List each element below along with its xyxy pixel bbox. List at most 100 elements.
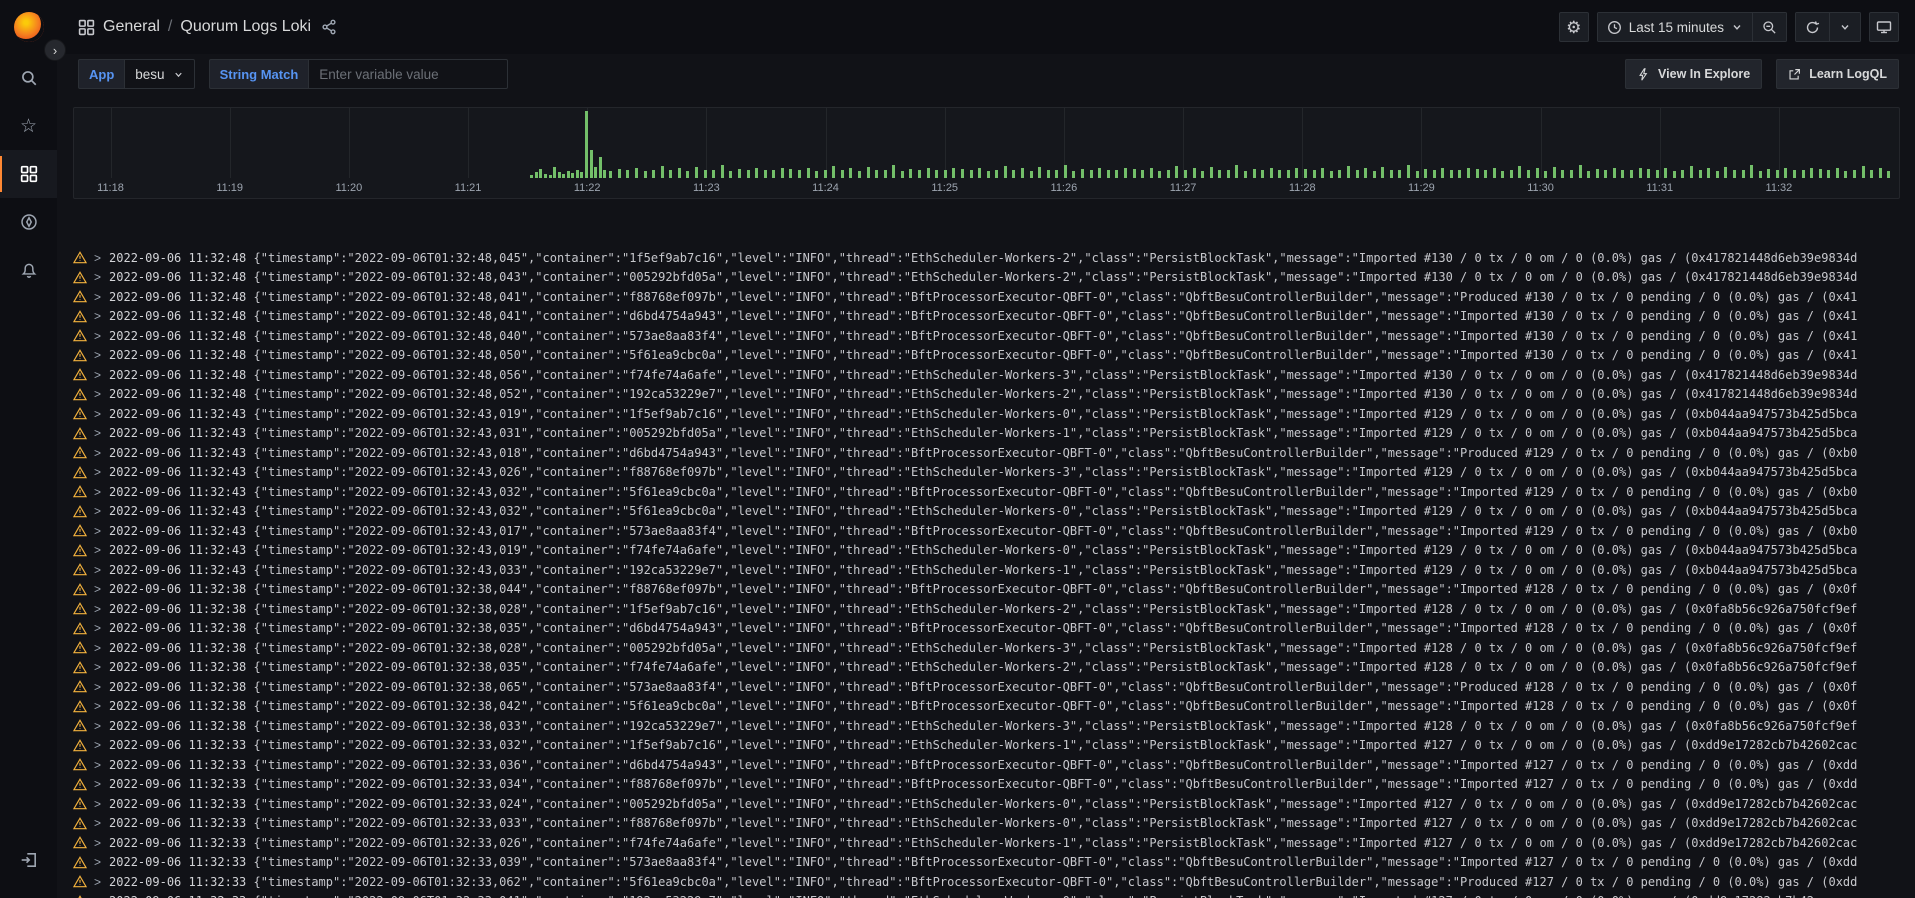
breadcrumb-section[interactable]: General: [103, 18, 160, 35]
cycle-view-mode-button[interactable]: [1869, 12, 1899, 42]
log-row[interactable]: >2022-09-06 11:32:33 {"timestamp":"2022-…: [73, 892, 1915, 898]
log-row[interactable]: >2022-09-06 11:32:33 {"timestamp":"2022-…: [73, 872, 1915, 892]
histogram-gridline: [348, 108, 350, 178]
grafana-logo[interactable]: [0, 0, 57, 54]
log-row[interactable]: >2022-09-06 11:32:38 {"timestamp":"2022-…: [73, 677, 1915, 697]
log-row[interactable]: >2022-09-06 11:32:43 {"timestamp":"2022-…: [73, 443, 1915, 463]
log-row[interactable]: >2022-09-06 11:32:33 {"timestamp":"2022-…: [73, 853, 1915, 873]
expand-chevron-icon: >: [94, 348, 102, 363]
log-row[interactable]: >2022-09-06 11:32:48 {"timestamp":"2022-…: [73, 307, 1915, 327]
refresh-interval-button[interactable]: [1830, 12, 1861, 42]
log-row[interactable]: >2022-09-06 11:32:48 {"timestamp":"2022-…: [73, 365, 1915, 385]
zoom-out-time-button[interactable]: [1753, 12, 1787, 42]
expand-chevron-icon: >: [94, 289, 102, 304]
log-row[interactable]: >2022-09-06 11:32:48 {"timestamp":"2022-…: [73, 248, 1915, 268]
log-row[interactable]: >2022-09-06 11:32:33 {"timestamp":"2022-…: [73, 736, 1915, 756]
histogram-bar: [643, 171, 647, 178]
search-icon: [21, 71, 36, 86]
log-row[interactable]: >2022-09-06 11:32:38 {"timestamp":"2022-…: [73, 599, 1915, 619]
warning-icon: [73, 270, 87, 284]
log-row[interactable]: >2022-09-06 11:32:48 {"timestamp":"2022-…: [73, 346, 1915, 366]
share-icon[interactable]: [321, 19, 337, 35]
expand-chevron-icon: >: [94, 465, 102, 480]
histogram-bar: [1467, 168, 1471, 178]
histogram-bar: [1681, 169, 1685, 178]
log-row[interactable]: >2022-09-06 11:32:43 {"timestamp":"2022-…: [73, 521, 1915, 541]
log-row[interactable]: >2022-09-06 11:32:43 {"timestamp":"2022-…: [73, 502, 1915, 522]
dashboard-settings-button[interactable]: ⚙: [1558, 12, 1589, 42]
string-match-input[interactable]: [308, 59, 509, 89]
expand-chevron-icon: >: [94, 640, 102, 655]
expand-chevron-icon: >: [94, 484, 102, 499]
log-row[interactable]: >2022-09-06 11:32:38 {"timestamp":"2022-…: [73, 716, 1915, 736]
sidebar-expand-button[interactable]: ›: [44, 39, 66, 61]
sign-in-door-icon: [21, 853, 36, 867]
log-row[interactable]: >2022-09-06 11:32:43 {"timestamp":"2022-…: [73, 482, 1915, 502]
variable-app-select[interactable]: besu: [124, 59, 195, 89]
log-row[interactable]: >2022-09-06 11:32:33 {"timestamp":"2022-…: [73, 794, 1915, 814]
refresh-button[interactable]: [1795, 12, 1830, 42]
log-row[interactable]: >2022-09-06 11:32:38 {"timestamp":"2022-…: [73, 580, 1915, 600]
histogram-bar: [1750, 165, 1754, 178]
log-row[interactable]: >2022-09-06 11:32:38 {"timestamp":"2022-…: [73, 638, 1915, 658]
sidebar-item-search[interactable]: [0, 54, 57, 102]
warning-icon: [73, 504, 87, 518]
log-row[interactable]: >2022-09-06 11:32:38 {"timestamp":"2022-…: [73, 658, 1915, 678]
log-line-json: {"timestamp":"2022-09-06T01:32:43,018","…: [253, 445, 1858, 460]
histogram-bar: [763, 170, 767, 178]
expand-chevron-icon: >: [94, 601, 102, 616]
log-row[interactable]: >2022-09-06 11:32:33 {"timestamp":"2022-…: [73, 814, 1915, 834]
log-row[interactable]: >2022-09-06 11:32:48 {"timestamp":"2022-…: [73, 326, 1915, 346]
expand-chevron-icon: >: [94, 835, 102, 850]
log-row[interactable]: >2022-09-06 11:32:43 {"timestamp":"2022-…: [73, 424, 1915, 444]
sidebar-item-dashboards[interactable]: [0, 150, 57, 198]
warning-icon: [73, 446, 87, 459]
log-row[interactable]: >2022-09-06 11:32:43 {"timestamp":"2022-…: [73, 541, 1915, 561]
histogram-gridline: [706, 108, 708, 178]
log-row[interactable]: >2022-09-06 11:32:43 {"timestamp":"2022-…: [73, 560, 1915, 580]
histogram-bar: [1166, 169, 1170, 178]
histogram-bar: [608, 171, 612, 178]
histogram-bar: [978, 167, 982, 178]
histogram-bar: [1878, 168, 1882, 178]
sidebar-item-sign-in[interactable]: [0, 836, 57, 884]
histogram-bar: [935, 170, 939, 178]
histogram-bar: [562, 173, 566, 178]
log-row[interactable]: >2022-09-06 11:32:48 {"timestamp":"2022-…: [73, 268, 1915, 288]
x-axis-tick-label: 11:20: [335, 182, 363, 194]
log-row[interactable]: >2022-09-06 11:32:38 {"timestamp":"2022-…: [73, 697, 1915, 717]
log-timestamp: 2022-09-06 11:32:48: [109, 289, 254, 304]
log-row[interactable]: >2022-09-06 11:32:43 {"timestamp":"2022-…: [73, 404, 1915, 424]
sidebar-item-starred[interactable]: ☆: [0, 102, 57, 150]
log-row[interactable]: >2022-09-06 11:32:33 {"timestamp":"2022-…: [73, 755, 1915, 775]
log-row[interactable]: >2022-09-06 11:32:48 {"timestamp":"2022-…: [73, 385, 1915, 405]
view-in-explore-button[interactable]: View In Explore: [1625, 59, 1763, 89]
warning-icon: [73, 621, 87, 635]
histogram-bar: [789, 168, 793, 178]
x-axis-tick-label: 11:26: [1050, 182, 1078, 194]
learn-logql-button[interactable]: Learn LogQL: [1776, 59, 1899, 89]
log-line-json: {"timestamp":"2022-09-06T01:32:48,056","…: [253, 367, 1858, 382]
log-row[interactable]: >2022-09-06 11:32:33 {"timestamp":"2022-…: [73, 833, 1915, 853]
x-axis-tick-label: 11:31: [1646, 182, 1674, 194]
expand-chevron-icon: >: [94, 250, 102, 265]
histogram-bar: [1707, 168, 1711, 178]
log-row[interactable]: >2022-09-06 11:32:43 {"timestamp":"2022-…: [73, 463, 1915, 483]
log-row[interactable]: >2022-09-06 11:32:38 {"timestamp":"2022-…: [73, 619, 1915, 639]
histogram-bar: [1355, 170, 1359, 178]
histogram-gridline: [468, 108, 470, 178]
histogram-bar: [543, 173, 547, 178]
sidebar-item-alerting[interactable]: [0, 246, 57, 294]
warning-icon: [73, 875, 87, 888]
log-timestamp: 2022-09-06 11:32:33: [109, 777, 254, 792]
sidebar-item-explore[interactable]: [0, 198, 57, 246]
log-timestamp: 2022-09-06 11:32:43: [109, 445, 254, 460]
time-range-button[interactable]: Last 15 minutes: [1596, 12, 1753, 42]
histogram-bar: [1672, 171, 1676, 178]
histogram-bar: [1690, 166, 1694, 178]
log-timestamp: 2022-09-06 11:32:48: [109, 367, 254, 382]
log-row[interactable]: >2022-09-06 11:32:48 {"timestamp":"2022-…: [73, 287, 1915, 307]
dashboards-grid-icon: [78, 19, 95, 35]
log-row[interactable]: >2022-09-06 11:32:33 {"timestamp":"2022-…: [73, 775, 1915, 795]
warning-icon: [73, 816, 87, 830]
